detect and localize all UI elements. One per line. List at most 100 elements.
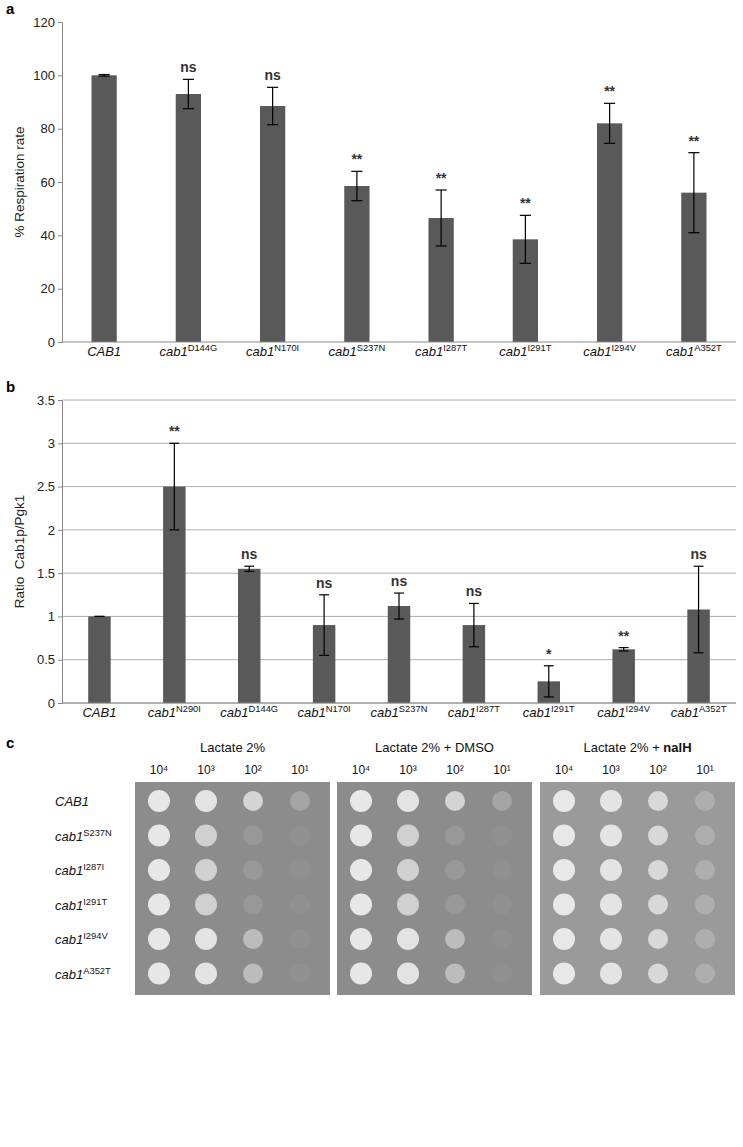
x-tick-label: cab1I294V bbox=[597, 704, 650, 720]
error-bar bbox=[698, 566, 699, 653]
bar bbox=[597, 123, 622, 342]
y-tick-label: 2 bbox=[48, 523, 55, 538]
y-tick: 1.5 bbox=[37, 566, 62, 581]
x-tick-label: cab1N290I bbox=[148, 704, 201, 720]
dilution-label: 10² bbox=[649, 763, 666, 777]
growth-spot bbox=[553, 928, 575, 950]
y-tick-label: 100 bbox=[33, 68, 55, 83]
growth-spot bbox=[600, 963, 622, 985]
error-bar bbox=[272, 87, 273, 124]
y-axis-line bbox=[58, 23, 63, 343]
error-bar bbox=[174, 443, 175, 530]
significance: ns bbox=[180, 59, 197, 75]
error-cap bbox=[520, 215, 531, 216]
growth-spot bbox=[350, 859, 372, 881]
growth-spot bbox=[397, 859, 419, 881]
error-cap bbox=[99, 76, 110, 77]
growth-spot bbox=[148, 963, 170, 985]
x-tick: cab1S237N bbox=[371, 704, 428, 720]
plate bbox=[540, 782, 735, 995]
grid-line bbox=[62, 400, 736, 401]
error-cap bbox=[244, 566, 254, 567]
x-tick: cab1I287T bbox=[448, 704, 500, 720]
y-tick-label: 1 bbox=[48, 609, 55, 624]
error-cap bbox=[619, 650, 629, 651]
growth-spot bbox=[195, 790, 217, 812]
significance: ** bbox=[436, 170, 447, 186]
growth-spot bbox=[648, 826, 668, 846]
bar bbox=[176, 94, 201, 342]
growth-spot bbox=[290, 860, 310, 880]
dilution-label: 10⁴ bbox=[352, 763, 371, 777]
y-tick: 1 bbox=[48, 609, 62, 624]
x-tick: cab1N170I bbox=[298, 704, 351, 720]
y-tick-label: 40 bbox=[41, 228, 55, 243]
plate-heading: Lactate 2% + DMSO bbox=[375, 740, 494, 755]
growth-spot bbox=[350, 963, 372, 985]
dilution-label: 10¹ bbox=[291, 763, 308, 777]
error-bar bbox=[441, 190, 442, 246]
growth-spot bbox=[243, 895, 263, 915]
growth-spot bbox=[148, 859, 170, 881]
growth-spot bbox=[290, 929, 310, 949]
y-tick-label: 80 bbox=[41, 121, 55, 136]
y-tick-label: 1.5 bbox=[37, 566, 55, 581]
x-tick-label: cab1S237N bbox=[371, 704, 428, 720]
significance: ** bbox=[618, 628, 629, 644]
error-cap bbox=[183, 108, 194, 109]
x-axis: CAB1cab1D144Gcab1N170Icab1S237Ncab1I287T… bbox=[62, 342, 736, 359]
growth-spot bbox=[695, 791, 715, 811]
growth-spot bbox=[290, 791, 310, 811]
panel-1: b**nsnsnsns***ns00.511.522.533.5CAB1cab1… bbox=[6, 378, 736, 720]
bar bbox=[260, 106, 285, 342]
y-axis: 020406080100120 bbox=[33, 15, 62, 350]
growth-spot bbox=[290, 826, 310, 846]
growth-spot bbox=[397, 894, 419, 916]
growth-spot bbox=[445, 895, 465, 915]
y-tick-mark bbox=[58, 443, 62, 444]
strain-label: cab1A352T bbox=[55, 966, 111, 982]
y-tick-mark bbox=[58, 573, 62, 574]
x-tick-label: cab1I291T bbox=[499, 343, 551, 359]
error-bar bbox=[188, 79, 189, 108]
x-tick: cab1A352T bbox=[666, 343, 722, 359]
error-cap bbox=[604, 143, 615, 144]
panel-0: ansns**********020406080100120CAB1cab1D1… bbox=[6, 0, 736, 359]
y-tick: 100 bbox=[33, 68, 62, 83]
dilution-label: 10⁴ bbox=[150, 763, 169, 777]
growth-spot bbox=[695, 860, 715, 880]
growth-spot bbox=[148, 928, 170, 950]
growth-spot bbox=[553, 825, 575, 847]
y-axis: 00.511.522.533.5 bbox=[37, 393, 63, 711]
x-tick: cab1D144G bbox=[159, 343, 217, 359]
y-axis-title: % Respiration rate bbox=[12, 126, 27, 237]
y-tick: 120 bbox=[33, 15, 62, 30]
growth-spot bbox=[492, 791, 512, 811]
growth-spot bbox=[695, 929, 715, 949]
growth-spot bbox=[553, 859, 575, 881]
growth-spot bbox=[445, 964, 465, 984]
error-cap bbox=[604, 103, 615, 104]
growth-spot bbox=[492, 895, 512, 915]
y-tick: 0.5 bbox=[37, 652, 62, 667]
x-tick: CAB1 bbox=[82, 705, 116, 720]
growth-spot bbox=[492, 929, 512, 949]
error-cap bbox=[351, 200, 362, 201]
error-cap bbox=[351, 171, 362, 172]
growth-spot bbox=[492, 826, 512, 846]
y-tick: 3.5 bbox=[37, 393, 62, 408]
error-cap bbox=[183, 79, 194, 80]
growth-spot bbox=[397, 825, 419, 847]
growth-spot bbox=[243, 826, 263, 846]
y-tick: 2.5 bbox=[37, 479, 62, 494]
growth-spot bbox=[350, 790, 372, 812]
y-axis-line bbox=[58, 401, 63, 704]
error-bar bbox=[548, 666, 549, 697]
error-cap bbox=[319, 594, 329, 595]
y-tick-mark bbox=[58, 660, 62, 661]
figure: ansns**********020406080100120CAB1cab1D1… bbox=[0, 0, 743, 1147]
error-cap bbox=[694, 566, 704, 567]
y-tick: 20 bbox=[41, 281, 62, 296]
growth-spot bbox=[195, 825, 217, 847]
error-bar bbox=[398, 593, 399, 619]
